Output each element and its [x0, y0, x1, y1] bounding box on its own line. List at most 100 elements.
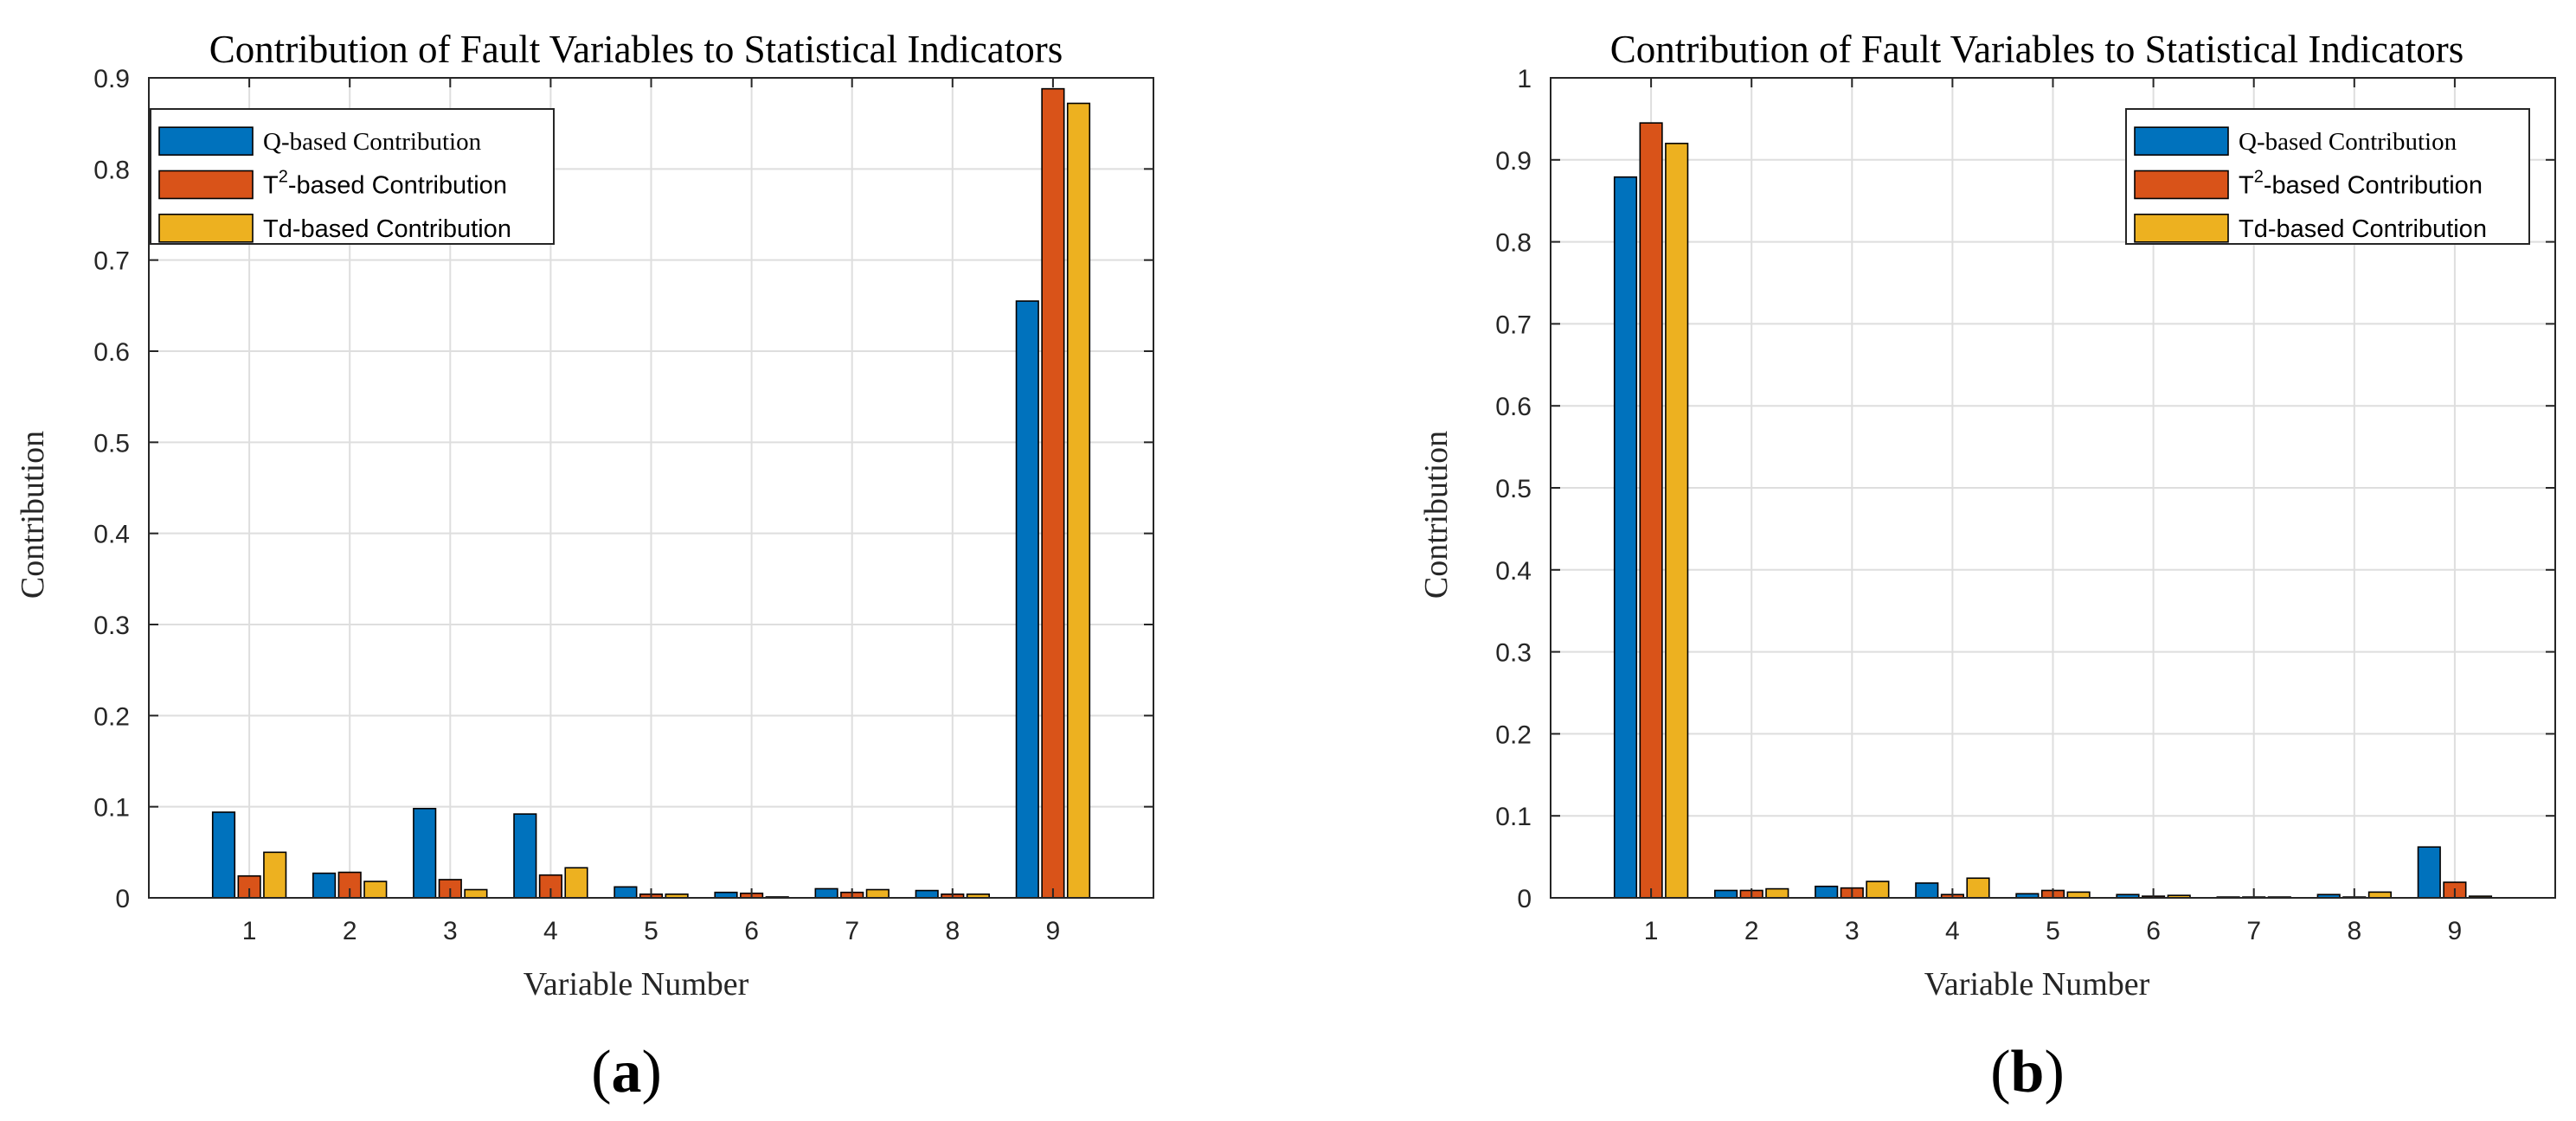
panel-b-bar-q-based-contribution-2 [1714, 889, 1738, 899]
panel-b-bar-td-based-contribution-4 [1966, 877, 1990, 899]
panel-a-bar-td-based-contribution-7 [865, 888, 890, 899]
panel-b-x-tick-label-1: 1 [1644, 917, 1659, 945]
panel-a-label: (a) [591, 1039, 662, 1105]
panel-b-legend-label-2: T2-based Contribution [2239, 167, 2483, 199]
panel-a-y-tick-label-0-9: 0.9 [93, 65, 130, 93]
panel-b-y-tick-label-0-8: 0.8 [1495, 229, 1532, 258]
panel-b-y-tick-label-1: 1 [1517, 65, 1532, 93]
panel-b-legend-swatch-2 [2134, 170, 2229, 200]
panel-a-bar-td-based-contribution-9 [1066, 102, 1091, 899]
panel-a-x-tick-label-4: 4 [543, 917, 558, 945]
panel-b-y-tick-label-0-3: 0.3 [1495, 639, 1532, 668]
panel-b-x-tick-label-4: 4 [1945, 917, 1960, 945]
panel-b-y-tick-label-0: 0 [1517, 885, 1532, 913]
panel-b-x-tick-label-3: 3 [1845, 917, 1860, 945]
panel-a-bar-q-based-contribution-8 [915, 889, 939, 899]
panel-a-y-tick-label-0-8: 0.8 [93, 156, 130, 184]
panel-b-title: Contribution of Fault Variables to Stati… [1610, 28, 2464, 71]
panel-a-y-tick-label-0-3: 0.3 [93, 612, 130, 640]
panel-a-axes [148, 77, 1154, 899]
panel-b-y-tick-label-0-7: 0.7 [1495, 311, 1532, 339]
panel-b-x-tick-label-6: 6 [2146, 917, 2161, 945]
panel-a-bar-td-based-contribution-2 [363, 881, 388, 899]
panel-b-legend-label-3-main: Td-based Contribution [2239, 215, 2487, 243]
panel-a-legend-label-1-main: Q-based Contribution [263, 128, 482, 156]
panel-a-legend-swatch-1 [158, 126, 254, 156]
panel-a-x-tick-label-8: 8 [945, 917, 960, 945]
panel-b-chart: 0 0.1 0.2 0.3 0.4 0.5 0.6 0.7 0.8 0.9 1 1 2 3 4 5 6 7 8 9 C… [1418, 28, 2556, 1105]
panel-b-y-axis-label: Contribution [1418, 431, 1455, 599]
panel-a-legend-label-2-main: T [263, 171, 279, 199]
panel-a-y-axis-label: Contribution [15, 431, 51, 599]
panel-a-bar-q-based-contribution-1 [211, 811, 236, 899]
panel-a-y-tick-label-0-2: 0.2 [93, 702, 130, 731]
panel-b-bar-q-based-contribution-4 [1915, 882, 1939, 899]
panel-b-x-tick-label-7: 7 [2246, 917, 2261, 945]
panel-a-y-tick-label-0-4: 0.4 [93, 521, 130, 549]
panel-a-legend-swatch-2 [158, 170, 254, 200]
panel-a-x-tick-label-1: 1 [242, 917, 257, 945]
panel-a-legend-swatch-3 [158, 214, 254, 243]
panel-a-legend-label-2-sup: 2 [279, 167, 288, 186]
panel-b-legend-label-2-main: T [2239, 171, 2254, 199]
panel-b-tick-labels: 0 0.1 0.2 0.3 0.4 0.5 0.6 0.7 0.8 0.9 1 1 2 3 4 5 6 7 8 9 [1495, 65, 2462, 945]
panel-b-legend: Q-based Contribution T2-based Contributio… [2125, 108, 2530, 245]
panel-a-legend-label-2: T2-based Contribution [263, 167, 507, 199]
panel-a-bar-td-based-contribution-1 [263, 851, 287, 899]
panel-a-bar-q-based-contribution-3 [413, 807, 437, 899]
panel-a-bar-td-based-contribution-4 [564, 867, 588, 899]
panel-b-y-tick-label-0-5: 0.5 [1495, 475, 1532, 503]
panel-b-y-tick-label-0-1: 0.1 [1495, 803, 1532, 831]
panel-b-x-tick-label-9: 9 [2448, 917, 2463, 945]
panel-a-y-tick-label-0-6: 0.6 [93, 338, 130, 367]
panel-b-legend-swatch-3 [2134, 214, 2229, 243]
panel-b-legend-label-1-main: Q-based Contribution [2239, 128, 2457, 156]
panel-b-bar-q-based-contribution-3 [1815, 885, 1839, 899]
panel-b-x-axis-label: Variable Number [1924, 966, 2150, 1002]
panel-b-y-tick-label-0-6: 0.6 [1495, 393, 1532, 421]
panel-b-axes [1550, 77, 2556, 899]
panel-b-bar-q-based-contribution-1 [1613, 176, 1638, 899]
panel-b-x-tick-label-2: 2 [1744, 917, 1759, 945]
panel-b-bar-t2-based-contribution-1 [1639, 122, 1663, 899]
panel-a-x-tick-label-9: 9 [1046, 917, 1061, 945]
panel-b-legend-label-2-rest: -based Contribution [2264, 171, 2483, 199]
panel-b-y-tick-label-0-4: 0.4 [1495, 557, 1532, 586]
panel-a-legend: Q-based Contribution T2-based Contributio… [150, 108, 555, 245]
panel-a-bar-q-based-contribution-5 [613, 886, 638, 899]
panel-a-x-tick-label-3: 3 [443, 917, 458, 945]
panel-a-title: Contribution of Fault Variables to Stati… [209, 28, 1063, 71]
panel-b-x-tick-label-8: 8 [2347, 917, 2361, 945]
panel-a-bar-q-based-contribution-7 [814, 887, 838, 899]
panel-a-y-tick-label-0-7: 0.7 [93, 247, 130, 276]
panel-b-legend-label-2-sup: 2 [2254, 167, 2264, 186]
panel-b-label: (b) [1990, 1039, 2065, 1105]
panel-b-bar-q-based-contribution-9 [2417, 846, 2441, 899]
panel-a-y-tick-label-0-1: 0.1 [93, 794, 130, 823]
panel-a-chart: 0 0.1 0.2 0.3 0.4 0.5 0.6 0.7 0.8 0.9 1 2 3 4 5 6 7 8 9 Co… [15, 28, 1154, 1105]
panel-a-legend-label-1: Q-based Contribution [263, 128, 482, 156]
panel-a-legend-label-2-rest: -based Contribution [288, 171, 507, 199]
panel-a-y-tick-label-0-5: 0.5 [93, 429, 130, 458]
panel-a-bar-q-based-contribution-4 [513, 813, 537, 899]
panel-b-bar-td-based-contribution-3 [1866, 881, 1890, 899]
panel-b-y-tick-label-0-2: 0.2 [1495, 721, 1532, 749]
panel-b-legend-label-3: Td-based Contribution [2239, 215, 2487, 243]
panel-a-bar-td-based-contribution-3 [464, 888, 488, 899]
panel-a-x-axis-label: Variable Number [524, 966, 749, 1002]
panel-a-y-tick-label-0: 0 [115, 885, 130, 913]
panel-b-bar-td-based-contribution-2 [1765, 887, 1789, 899]
panel-b-y-tick-label-0-9: 0.9 [1495, 147, 1532, 176]
panel-b-x-tick-label-5: 5 [2046, 917, 2060, 945]
panel-a-bar-q-based-contribution-2 [312, 872, 337, 899]
panel-a-legend-label-3: Td-based Contribution [263, 215, 511, 243]
panel-a-plot-area: 0 0.1 0.2 0.3 0.4 0.5 0.6 0.7 0.8 0.9 1 2 3 4 5 6 7 8 9 [93, 65, 1154, 945]
panel-a-bar-t2-based-contribution-9 [1041, 87, 1065, 899]
panel-a-tick-labels: 0 0.1 0.2 0.3 0.4 0.5 0.6 0.7 0.8 0.9 1 2 3 4 5 6 7 8 9 [93, 65, 1060, 945]
panel-a-x-tick-label-5: 5 [644, 917, 658, 945]
panel-a-bars [211, 87, 1091, 899]
panel-b-legend-swatch-1 [2134, 126, 2229, 156]
panel-b-bar-td-based-contribution-1 [1665, 143, 1689, 899]
panel-a-bar-q-based-contribution-9 [1015, 300, 1039, 899]
